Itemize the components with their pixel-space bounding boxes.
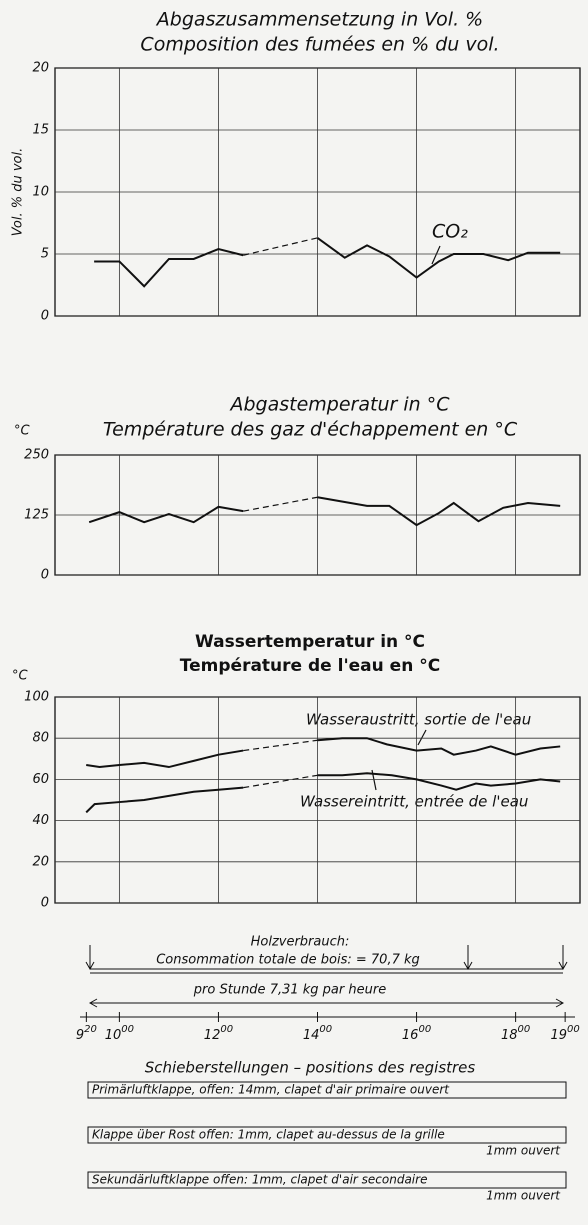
y-tick-label: 0 bbox=[41, 309, 49, 324]
y-tick-label: 60 bbox=[32, 772, 49, 787]
time-tick-hour: 12 bbox=[204, 1028, 221, 1043]
time-marker bbox=[85, 945, 568, 971]
chart-title: Température de l'eau en °C bbox=[180, 656, 440, 676]
series-line bbox=[85, 786, 244, 814]
fuel-label: pro Stunde 7,31 kg par heure bbox=[193, 983, 386, 998]
register-note: 1mm ouvert bbox=[486, 1144, 561, 1158]
chart-title: Température des gaz d'échappement en °C bbox=[103, 419, 518, 441]
time-tick-minute: 20 bbox=[84, 1024, 97, 1035]
dashed-segment bbox=[243, 739, 318, 752]
y-tick-label: 20 bbox=[32, 61, 49, 76]
dashed-segment bbox=[243, 496, 318, 512]
time-tick-hour: 10 bbox=[105, 1028, 122, 1043]
register-box bbox=[87, 1081, 567, 1099]
register-box bbox=[87, 1171, 567, 1189]
series-line bbox=[316, 237, 561, 279]
time-tick-hour: 18 bbox=[501, 1028, 518, 1043]
series-line bbox=[317, 737, 561, 756]
time-tick-minute: 00 bbox=[567, 1024, 580, 1035]
y-tick-label: 5 bbox=[41, 247, 49, 262]
time-tick-label: 1000 bbox=[105, 1024, 134, 1043]
time-tick-hour: 9 bbox=[76, 1028, 84, 1043]
time-tick-minute: 00 bbox=[518, 1024, 531, 1035]
series-line bbox=[317, 772, 561, 791]
y-tick-label: 10 bbox=[32, 185, 49, 200]
series-label: CO₂ bbox=[432, 221, 468, 243]
hour-arrow bbox=[88, 998, 565, 1008]
chart-title: Composition des fumées en % du vol. bbox=[140, 34, 499, 56]
time-tick-label: 1900 bbox=[551, 1024, 580, 1043]
register-text: Sekundärluftklappe offen: 1mm, clapet d'… bbox=[92, 1173, 427, 1187]
series-line bbox=[88, 505, 244, 524]
annotation-arrow bbox=[417, 729, 427, 746]
series-label: Wassereintritt, entrée de l'eau bbox=[300, 793, 528, 811]
dashed-segment bbox=[243, 774, 318, 789]
time-tick-label: 1200 bbox=[204, 1024, 233, 1043]
fuel-label: Holzverbrauch: bbox=[251, 935, 350, 950]
time-tick-label: 1800 bbox=[501, 1024, 530, 1043]
register-text: Primärluftklappe, offen: 14mm, clapet d'… bbox=[92, 1083, 450, 1097]
time-tick-hour: 19 bbox=[551, 1028, 568, 1043]
chart-title: Wassertemperatur in °C bbox=[195, 632, 425, 652]
time-tick-label: 1400 bbox=[303, 1024, 332, 1043]
y-tick-label: 0 bbox=[41, 896, 49, 911]
time-tick-hour: 16 bbox=[402, 1028, 419, 1043]
time-tick-hour: 14 bbox=[303, 1028, 320, 1043]
register-note: 1mm ouvert bbox=[486, 1189, 561, 1203]
time-tick-label: 1600 bbox=[402, 1024, 431, 1043]
y-axis-label: °C bbox=[14, 424, 31, 439]
y-tick-label: 250 bbox=[24, 448, 49, 463]
section-title: Schieberstellungen – positions des regis… bbox=[145, 1059, 476, 1077]
series-line bbox=[317, 496, 561, 527]
annotation-arrow bbox=[431, 245, 441, 265]
fuel-label: Consommation totale de bois: = 70,7 kg bbox=[156, 953, 420, 968]
register-box bbox=[87, 1126, 567, 1144]
chart-title: Abgaszusammensetzung in Vol. % bbox=[155, 9, 483, 31]
time-tick-minute: 00 bbox=[319, 1024, 332, 1035]
y-axis-label: °C bbox=[12, 669, 29, 684]
series-line bbox=[94, 247, 244, 288]
time-tick-minute: 00 bbox=[121, 1024, 134, 1035]
dashed-segment bbox=[243, 237, 318, 256]
time-tick-label: 920 bbox=[76, 1024, 97, 1043]
y-tick-label: 100 bbox=[24, 690, 49, 705]
y-axis-label: Vol. % du vol. bbox=[11, 148, 26, 236]
time-tick-minute: 00 bbox=[220, 1024, 233, 1035]
time-tick-minute: 00 bbox=[418, 1024, 431, 1035]
y-tick-label: 15 bbox=[32, 123, 49, 138]
series-label: Wasseraustritt, sortie de l'eau bbox=[306, 711, 531, 729]
register-text: Klappe über Rost offen: 1mm, clapet au-d… bbox=[92, 1128, 445, 1142]
y-tick-label: 40 bbox=[32, 813, 49, 828]
y-tick-label: 125 bbox=[24, 508, 49, 523]
y-tick-label: 0 bbox=[41, 568, 49, 583]
y-tick-label: 80 bbox=[32, 731, 49, 746]
y-tick-label: 20 bbox=[32, 854, 49, 869]
chart-title: Abgastemperatur in °C bbox=[229, 394, 451, 416]
series-line bbox=[86, 749, 244, 769]
